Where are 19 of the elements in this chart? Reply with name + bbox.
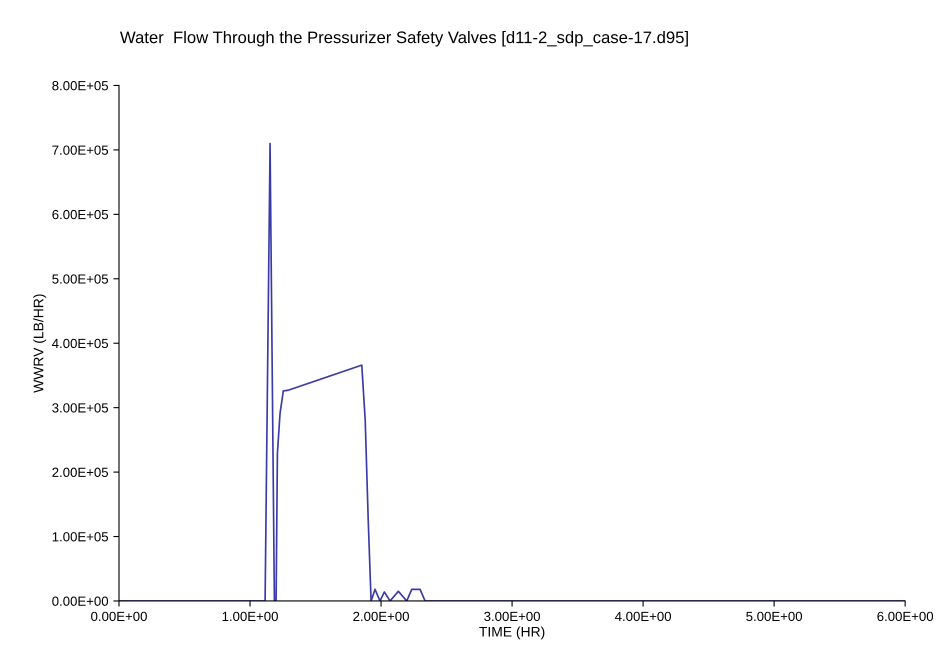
x-axis-title: TIME (HR) [479,626,544,640]
y-tick-label: 6.00E+05 [52,210,108,220]
x-tick-label: 5.00E+00 [746,612,802,622]
y-tick-label: 7.00E+05 [52,145,108,155]
y-tick-label: 8.00E+05 [52,81,108,90]
y-tick-label: 2.00E+05 [52,468,108,478]
y-tick-label: 0.00E+00 [52,596,108,606]
x-tick-label: 6.00E+00 [877,612,934,622]
y-axis-title: WWRV (LB/HR) [33,294,46,393]
chart-title: Water Flow Through the Pressurizer Safety Valves [d11-2_sdp_case-17.d95] [120,30,688,47]
x-tick-label: 2.00E+00 [353,612,409,622]
x-tick-label: 4.00E+00 [614,612,672,622]
y-tick-label: 3.00E+05 [52,403,108,413]
x-tick-label: 3.00E+00 [484,612,540,622]
y-tick-label: 4.00E+05 [52,338,108,348]
x-tick-label: 0.00E+00 [91,612,147,622]
y-tick-label: 1.00E+05 [52,532,108,542]
y-tick-label: 5.00E+05 [52,274,108,284]
x-tick-label: 1.00E+00 [222,612,278,622]
